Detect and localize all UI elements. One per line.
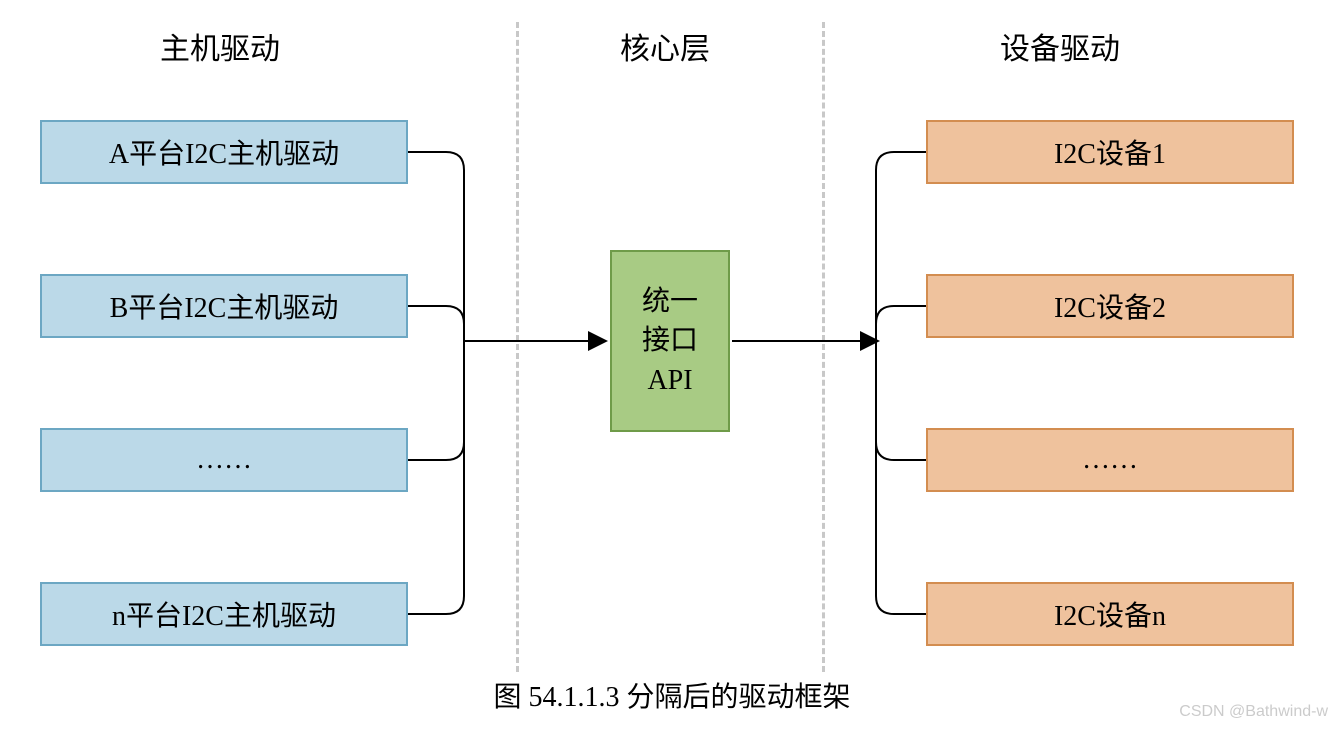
host-driver-ellipsis: …… (40, 428, 408, 492)
device-2: I2C设备2 (926, 274, 1294, 338)
host-driver-n-label: n平台I2C主机驱动 (112, 594, 336, 634)
core-line2: 接口 (642, 321, 698, 360)
core-line3: API (647, 361, 692, 400)
device-n-label: I2C设备n (1054, 594, 1166, 634)
watermark: CSDN @Bathwind-w (1179, 703, 1328, 721)
device-n: I2C设备n (926, 582, 1294, 646)
host-driver-a: A平台I2C主机驱动 (40, 120, 408, 184)
unified-api: 统一 接口 API (610, 250, 730, 432)
host-driver-b: B平台I2C主机驱动 (40, 274, 408, 338)
divider-right (822, 22, 825, 672)
header-right: 设备驱动 (1000, 24, 1120, 68)
host-driver-n: n平台I2C主机驱动 (40, 582, 408, 646)
device-1: I2C设备1 (926, 120, 1294, 184)
driver-architecture-diagram: 主机驱动 核心层 设备驱动 A平台I2C主机驱动 B平台I2C主机驱动 …… n… (0, 0, 1344, 737)
host-driver-ellipsis-label: …… (196, 444, 252, 476)
header-center: 核心层 (620, 24, 710, 68)
host-driver-a-label: A平台I2C主机驱动 (109, 132, 339, 172)
figure-caption: 图 54.1.1.3 分隔后的驱动框架 (0, 675, 1344, 715)
device-ellipsis-label: …… (1082, 444, 1138, 476)
header-left: 主机驱动 (160, 24, 280, 68)
divider-left (516, 22, 519, 672)
device-2-label: I2C设备2 (1054, 286, 1166, 326)
device-ellipsis: …… (926, 428, 1294, 492)
device-1-label: I2C设备1 (1054, 132, 1166, 172)
host-driver-b-label: B平台I2C主机驱动 (110, 286, 339, 326)
core-line1: 统一 (642, 282, 698, 321)
